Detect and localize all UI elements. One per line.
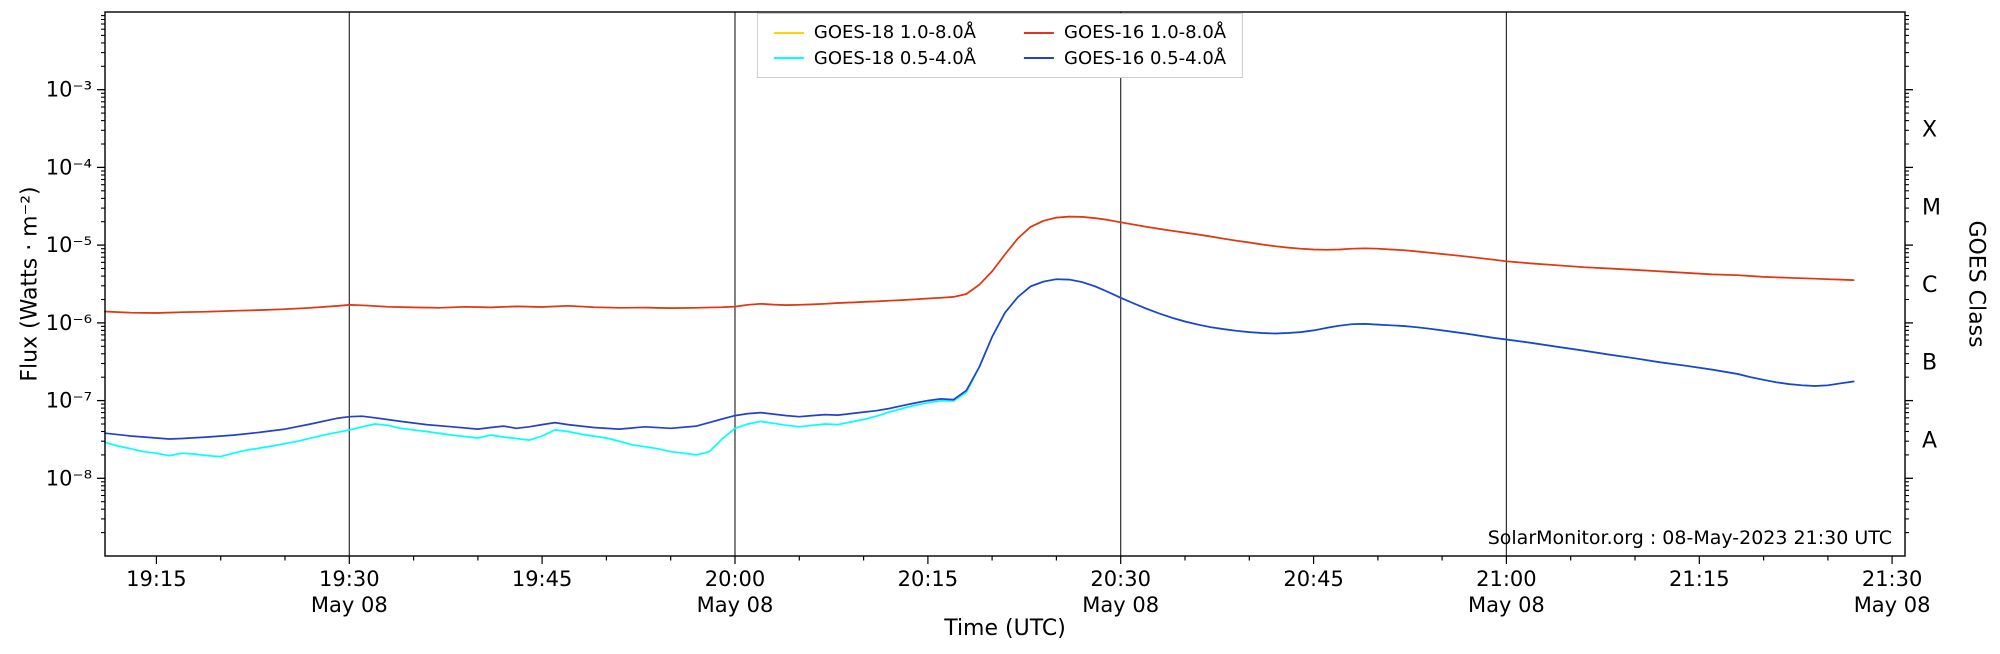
svg-text:20:30: 20:30 (1090, 567, 1151, 591)
legend-label: GOES-16 0.5-4.0Å (1064, 47, 1227, 69)
legend-item: GOES-16 0.5-4.0Å (1024, 48, 1226, 70)
legend-line-swatch (1024, 31, 1054, 34)
svg-text:21:15: 21:15 (1669, 567, 1730, 591)
svg-text:10⁻⁷: 10⁻⁷ (46, 389, 92, 413)
legend-item: GOES-18 1.0-8.0Å (773, 22, 976, 44)
y-axis-label: Flux (Watts · m⁻²) (17, 186, 43, 382)
svg-text:10⁻⁶: 10⁻⁶ (46, 311, 92, 335)
svg-text:10⁻³: 10⁻³ (46, 78, 92, 102)
svg-text:A: A (1922, 428, 1937, 453)
svg-text:C: C (1922, 273, 1937, 298)
svg-text:19:45: 19:45 (512, 567, 573, 591)
svg-text:May 08: May 08 (1854, 593, 1931, 617)
svg-text:May 08: May 08 (1082, 593, 1159, 617)
legend-label: GOES-16 1.0-8.0Å (1064, 22, 1227, 43)
svg-text:21:00: 21:00 (1476, 567, 1537, 591)
svg-text:M: M (1922, 195, 1941, 220)
x-axis-label: Time (UTC) (944, 616, 1066, 641)
svg-text:19:30: 19:30 (319, 567, 380, 591)
legend-line-swatch (773, 57, 804, 60)
legend-line-swatch (1024, 57, 1054, 60)
svg-text:20:00: 20:00 (705, 567, 766, 591)
svg-text:20:45: 20:45 (1283, 567, 1344, 591)
svg-text:B: B (1922, 351, 1937, 376)
legend-line-swatch (773, 31, 804, 34)
svg-text:May 08: May 08 (697, 593, 774, 617)
legend-label: GOES-18 1.0-8.0Å (813, 22, 976, 43)
svg-text:10⁻⁴: 10⁻⁴ (46, 155, 92, 179)
svg-text:10⁻⁸: 10⁻⁸ (46, 466, 92, 490)
source-annotation: SolarMonitor.org : 08-May-2023 21:30 UTC (1487, 527, 1892, 549)
svg-text:X: X (1922, 118, 1937, 143)
svg-text:20:15: 20:15 (898, 567, 959, 591)
legend-item: GOES-16 1.0-8.0Å (1024, 22, 1226, 44)
legend-item: GOES-18 0.5-4.0Å (773, 47, 976, 70)
legend: GOES-18 1.0-8.0Å GOES-18 0.5-4.0Å GOES-16 … (756, 13, 1244, 79)
y-axis-label-right: GOES Class (1963, 220, 1989, 348)
legend-label: GOES-18 0.5-4.0Å (813, 47, 976, 69)
svg-text:19:15: 19:15 (126, 567, 187, 591)
svg-text:21:30: 21:30 (1862, 567, 1923, 591)
svg-text:May 08: May 08 (1468, 593, 1545, 617)
svg-text:May 08: May 08 (311, 593, 388, 617)
svg-text:10⁻⁵: 10⁻⁵ (46, 233, 92, 257)
